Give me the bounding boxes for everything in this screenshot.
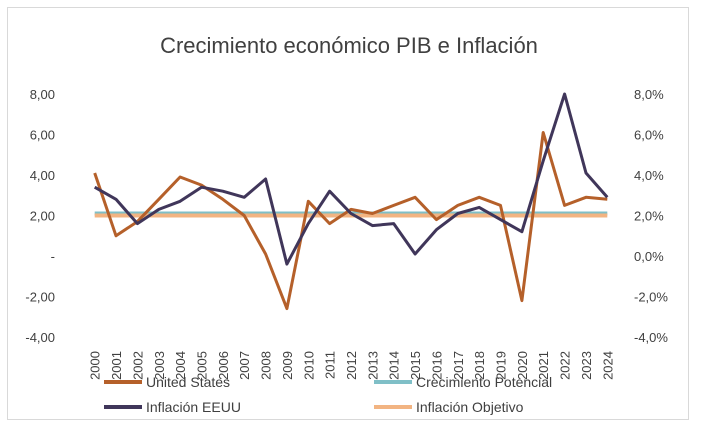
left-tick-label: 8,00 <box>30 87 55 102</box>
x-tick-label: 2016 <box>429 351 444 380</box>
right-tick-label: -4,0% <box>634 330 668 345</box>
chart-title: Crecimiento económico PIB e Inflación <box>160 33 538 58</box>
x-tick-label: 2024 <box>600 351 615 380</box>
left-axis-ticks: -4,00-2,00-2,004,006,008,00 <box>25 87 55 345</box>
x-tick-label: 2017 <box>451 351 466 380</box>
right-tick-label: 8,0% <box>634 87 664 102</box>
right-tick-label: 0,0% <box>634 249 664 264</box>
x-tick-label: 2009 <box>280 351 295 380</box>
x-tick-label: 2021 <box>536 351 551 380</box>
series-line-inflaci-n-eeuu <box>93 92 609 266</box>
left-tick-label: 4,00 <box>30 168 55 183</box>
right-tick-label: -2,0% <box>634 290 668 305</box>
legend-label: Crecimiento Potencial <box>416 374 552 390</box>
chart-svg: Crecimiento económico PIB e Inflación -4… <box>25 33 668 415</box>
x-tick-label: 2004 <box>173 351 188 380</box>
x-tick-label: 2018 <box>472 351 487 380</box>
x-tick-label: 2022 <box>558 351 573 380</box>
legend-label: Inflación Objetivo <box>416 399 524 415</box>
x-axis-ticks: 2000 2001 2002 2003 2004 2005 2006 2007 2008 2009… <box>88 351 616 380</box>
right-axis-ticks: -4,0% -2,0% 0,0% 2,0% 4,0% 6,0% 8,0% <box>634 87 668 345</box>
x-tick-label: 2015 <box>408 351 423 380</box>
right-tick-label: 2,0% <box>634 209 664 224</box>
x-tick-label: 2011 <box>323 351 338 379</box>
x-tick-label: 2003 <box>152 351 167 380</box>
left-tick-label: 2,00 <box>30 209 55 224</box>
x-tick-label: 2000 <box>88 351 103 380</box>
x-tick-label: 2019 <box>494 351 509 380</box>
left-tick-label: -4,00 <box>25 330 55 345</box>
left-tick-label: -2,00 <box>25 290 55 305</box>
x-tick-label: 2001 <box>109 351 124 380</box>
x-tick-label: 2013 <box>365 351 380 380</box>
chart-frame: Crecimiento económico PIB e Inflación -4… <box>7 7 689 420</box>
x-tick-label: 2010 <box>301 351 316 380</box>
legend-label: United States <box>146 374 230 390</box>
series-line-united-states <box>93 131 608 311</box>
x-tick-label: 2014 <box>387 351 402 380</box>
right-tick-label: 6,0% <box>634 128 664 143</box>
x-tick-label: 2012 <box>344 351 359 380</box>
x-tick-label: 2005 <box>194 351 209 380</box>
x-tick-label: 2020 <box>515 351 530 380</box>
left-tick-label: - <box>51 249 55 264</box>
right-tick-label: 4,0% <box>634 168 664 183</box>
x-tick-label: 2006 <box>216 351 231 380</box>
legend: United States Crecimiento Potencial Inflac… <box>104 374 552 415</box>
left-tick-label: 6,00 <box>30 128 55 143</box>
x-tick-label: 2002 <box>130 351 145 380</box>
series-lines <box>93 92 609 311</box>
x-tick-label: 2023 <box>579 351 594 380</box>
x-tick-label: 2007 <box>237 351 252 380</box>
legend-label: Inflación EEUU <box>146 399 241 415</box>
x-tick-label: 2008 <box>259 351 274 380</box>
